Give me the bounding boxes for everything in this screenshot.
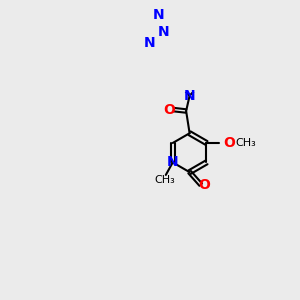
Text: O: O xyxy=(163,103,175,117)
Text: N: N xyxy=(184,89,195,103)
Text: O: O xyxy=(223,136,235,150)
Text: CH₃: CH₃ xyxy=(236,138,256,148)
Text: CH₃: CH₃ xyxy=(154,176,175,185)
Text: N: N xyxy=(152,8,164,22)
Text: O: O xyxy=(198,178,210,192)
Text: N: N xyxy=(143,36,155,50)
Text: N: N xyxy=(158,25,170,39)
Text: N: N xyxy=(167,155,178,170)
